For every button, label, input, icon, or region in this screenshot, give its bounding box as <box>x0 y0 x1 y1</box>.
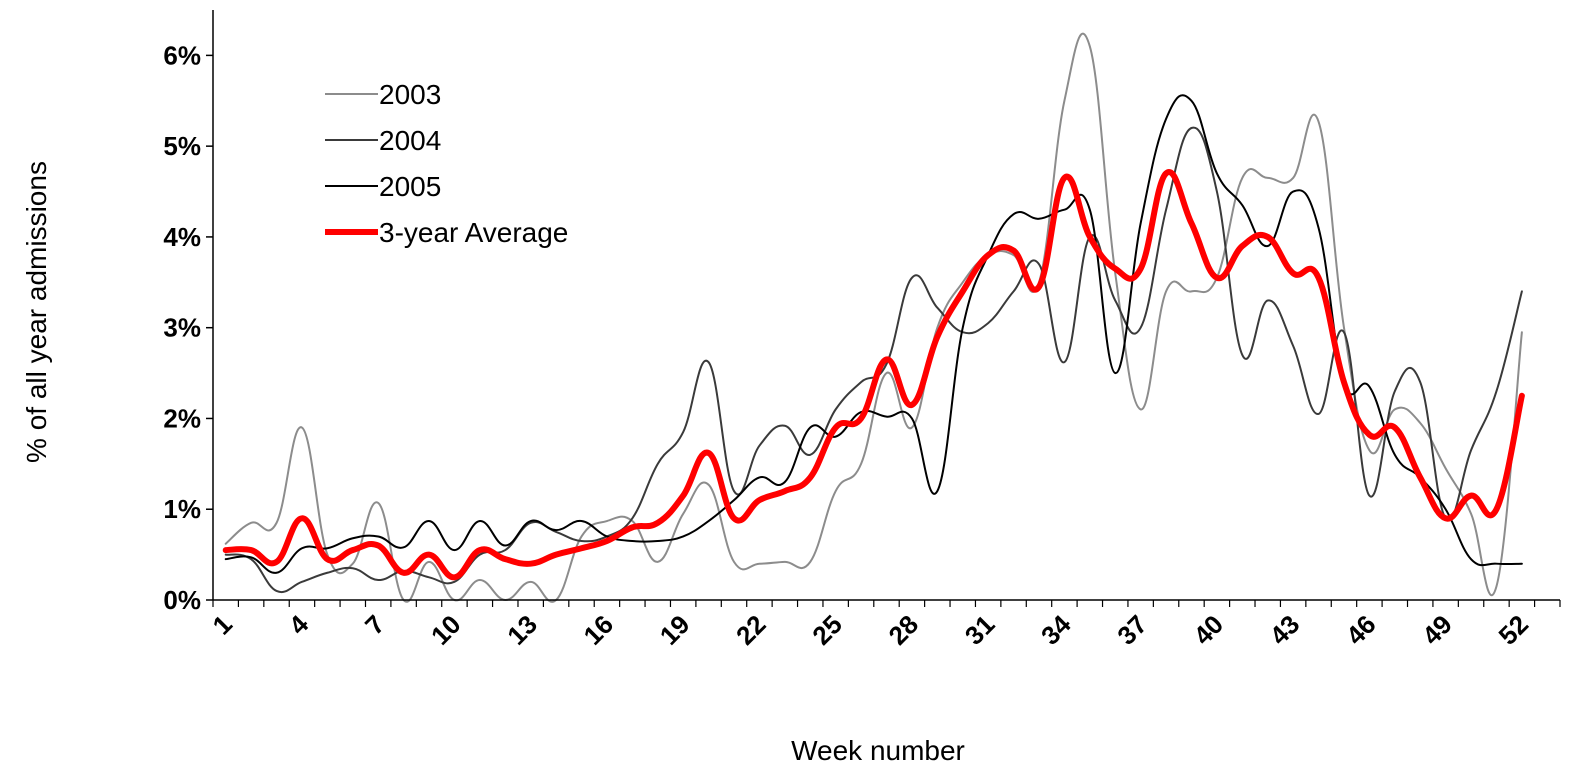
x-tick-label: 37 <box>1111 609 1153 651</box>
x-tick-label: 25 <box>806 609 848 651</box>
x-tick-label: 22 <box>730 609 772 651</box>
x-tick-label: 52 <box>1492 609 1534 651</box>
series-layer <box>222 32 1525 603</box>
y-tick-label: 4% <box>163 222 201 252</box>
x-tick-label: 7 <box>359 609 390 640</box>
series-line-3-year-average <box>222 169 1525 581</box>
x-axis-title: Week number <box>791 735 965 766</box>
x-tick-label: 49 <box>1416 609 1458 651</box>
tick-labels: 0% 1% 2% 3% 4% 5% 6% 1 4 7 10 13 16 19 22 25 28 31 34 37 40 4… <box>163 40 1534 650</box>
x-tick-label: 43 <box>1264 609 1306 651</box>
axes <box>206 10 1561 607</box>
x-tick-label: 28 <box>882 609 924 651</box>
x-tick-label: 1 <box>206 609 237 640</box>
legend-label: 2004 <box>379 125 441 156</box>
x-tick-label: 34 <box>1035 609 1077 651</box>
y-tick-label: 3% <box>163 313 201 343</box>
y-tick-label: 6% <box>163 40 201 70</box>
x-tick-label: 19 <box>654 609 696 651</box>
x-tick-label: 31 <box>959 609 1001 651</box>
x-tick-label: 4 <box>283 609 315 641</box>
series-line-2005 <box>224 94 1523 574</box>
legend-label: 2005 <box>379 171 441 202</box>
y-tick-label: 5% <box>163 131 201 161</box>
x-tick-label: 13 <box>501 609 543 651</box>
y-tick-label: 0% <box>163 585 201 615</box>
y-tick-label: 2% <box>163 403 201 433</box>
x-tick-label: 10 <box>425 609 467 651</box>
x-tick-label: 46 <box>1340 609 1382 651</box>
legend: 2003 2004 2005 3-year Average <box>325 79 568 248</box>
x-tick-label: 40 <box>1187 609 1229 651</box>
legend-label: 2003 <box>379 79 441 110</box>
x-tick-label: 16 <box>577 609 619 651</box>
y-axis-title: % of all year admissions <box>21 161 52 463</box>
legend-label: 3-year Average <box>379 217 568 248</box>
y-tick-label: 1% <box>163 494 201 524</box>
